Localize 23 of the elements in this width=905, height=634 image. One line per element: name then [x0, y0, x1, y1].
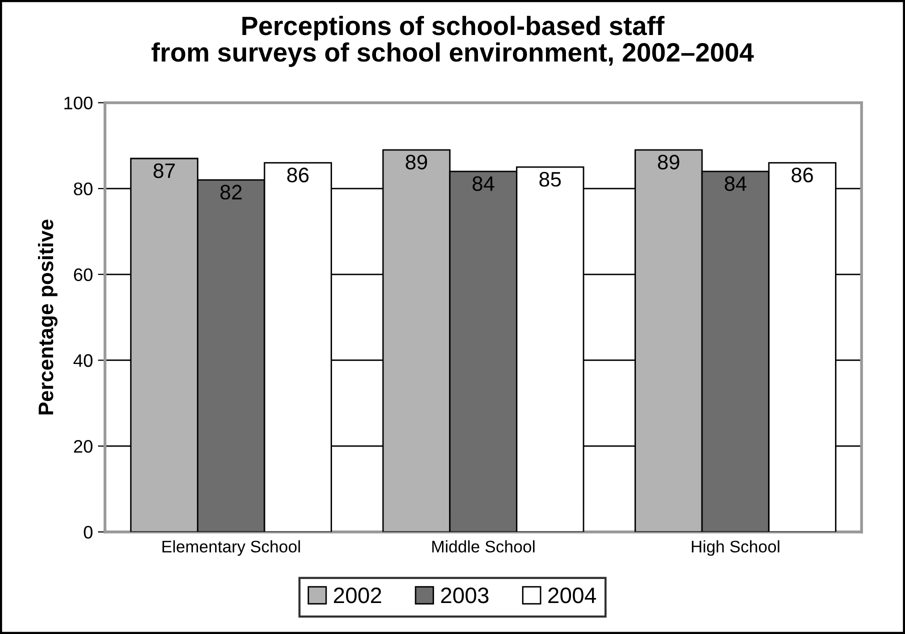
data-label: 84 — [724, 176, 746, 191]
data-label: 86 — [287, 168, 309, 182]
y-axis-title: Percentage positive — [38, 220, 58, 414]
y-tick-label: 20 — [74, 440, 92, 453]
y-tick-label: 0 — [84, 526, 92, 539]
data-label: 89 — [406, 154, 428, 170]
legend-label: 2003 — [441, 588, 488, 604]
data-label: 89 — [658, 154, 680, 170]
x-tick-label: Middle School — [432, 540, 534, 552]
x-tick-label: Elementary School — [162, 540, 300, 556]
y-tick-label: 40 — [74, 354, 92, 367]
y-tick-label: 100 — [64, 96, 92, 110]
legend-label: 2004 — [548, 588, 596, 604]
data-label: 85 — [539, 172, 561, 187]
data-label: 87 — [154, 163, 175, 178]
data-label: 86 — [792, 168, 813, 182]
data-label: 84 — [472, 176, 494, 191]
data-label: 82 — [220, 184, 242, 200]
y-tick-label: 80 — [74, 182, 92, 196]
x-tick-label: High School — [692, 540, 780, 556]
legend-label: 2002 — [334, 588, 382, 604]
chart-title: Perceptions of school-based staff from surveys of school environment, 2002–2004 — [152, 16, 754, 67]
y-tick-label: 60 — [74, 268, 92, 282]
